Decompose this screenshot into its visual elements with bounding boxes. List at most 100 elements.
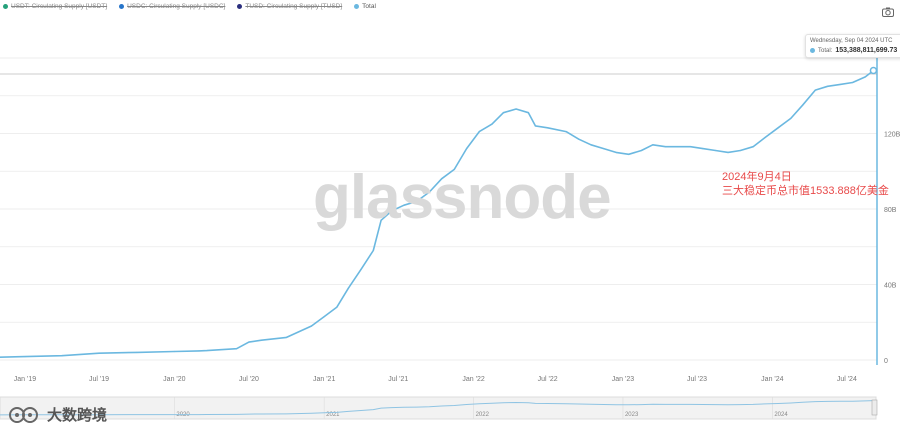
data-point [603,148,605,150]
data-point [428,191,430,193]
data-point [652,144,654,146]
tooltip: Wednesday, Sep 04 2024 UTC Total: 153,38… [805,34,900,58]
data-point [802,104,804,106]
navigator-label: 2021 [326,412,340,418]
data-point [391,210,393,212]
data-point [136,351,138,354]
x-tick-label: Jul '21 [388,376,408,383]
tooltip-label: Total: [818,47,833,54]
data-point [347,287,349,289]
navigator-label: 2024 [774,412,788,418]
legend-label-total: Total [362,3,376,10]
annotation-text: 三大稳定币总市值1533.888亿美金 [722,185,889,197]
x-tick-label: Jul '20 [239,376,259,383]
data-point [628,153,630,155]
data-point [839,83,841,86]
legend-dot-tusd [237,4,243,9]
navigator-label: 2022 [476,412,490,418]
data-point [98,352,100,354]
x-tick-label: Jul '24 [837,376,857,383]
data-point [727,151,729,153]
data-point [790,117,792,119]
data-point [615,151,617,153]
data-point [677,146,679,148]
data-point [689,146,692,148]
data-point [714,149,717,152]
data-point [235,348,238,350]
x-tick-label: Jan '24 [761,376,783,383]
grid [0,57,877,361]
legend-item-usdc[interactable]: USDC: Circulating Supply [USDC] [119,3,225,10]
legend-label-usdt: USDT: Circulating Supply [USDT] [11,3,108,10]
legend-item-total[interactable]: Total [354,3,376,10]
data-point [198,350,200,352]
legend-dot-usdt [3,4,8,9]
data-point [310,325,313,327]
tooltip-dot [810,48,815,53]
data-point [206,349,208,352]
x-axis-ticks: Jan '19 Jul '19 Jan '20 Jul '20 Jan '21 Jul '… [14,376,857,383]
x-tick-label: Jan '23 [612,376,634,383]
legend-item-usdt[interactable]: USDT: Circulating Supply [USDT] [3,3,107,10]
x-tick-label: Jan '22 [462,376,484,383]
data-point [827,85,829,87]
data-point [590,144,592,146]
camera-icon[interactable] [882,4,894,22]
data-point [24,356,26,358]
navigator[interactable] [0,396,877,420]
data-point [336,306,338,308]
watermark: glassnode [313,163,612,232]
data-point [61,355,63,357]
data-point [578,138,580,140]
data-point [702,148,704,150]
y-tick-label: 40B [884,283,897,290]
data-point [515,108,517,110]
logo-text: 大数跨境 [47,407,108,424]
logo: 大数跨境 [8,404,107,425]
legend-dot-total [354,4,360,9]
y-tick-label: 0 [884,358,888,365]
tooltip-date: Wednesday, Sep 04 2024 UTC [810,38,893,44]
tooltip-value: 153,388,811,699.73 [835,47,898,54]
hover-marker [869,66,878,75]
annotation: 2024年9月4日 三大稳定币总市值1533.888亿美金 [722,170,889,198]
x-tick-label: Jul '22 [538,376,558,383]
data-point [814,89,816,91]
legend-item-tusd[interactable]: TUSD: Circulating Supply [TUSD] [237,3,342,10]
data-point [260,339,263,341]
data-point [491,123,493,125]
data-point [502,112,505,114]
data-point [360,268,362,270]
data-point [416,200,418,203]
data-point [285,336,288,338]
legend: USDT: Circulating Supply [USDT] USDC: Ci… [3,3,376,10]
data-point [864,76,866,78]
data-point [372,249,374,252]
annotation-date: 2024年9月4日 [722,171,792,183]
x-tick-label: Jan '19 [14,376,36,383]
y-axis-ticks: 0 40B 80B 120B [884,132,900,366]
navigator-line [0,400,874,416]
data-point [565,131,567,133]
data-point [777,127,779,129]
data-point [466,148,468,150]
legend-label-usdc: USDC: Circulating Supply [USDC] [127,3,226,10]
data-point [547,127,549,129]
data-point [0,356,1,358]
x-tick-label: Jul '19 [89,376,109,383]
dashu-logo-icon [9,406,38,423]
legend-label-tusd: TUSD: Circulating Supply [TUSD] [245,3,343,10]
data-point [527,112,530,114]
x-tick-label: Jan '20 [163,376,185,383]
data-point [453,168,455,170]
data-point [441,178,443,180]
navigator-handle[interactable] [871,399,878,416]
data-point [739,149,742,152]
navigator-label: 2023 [625,412,639,418]
data-point [664,146,667,148]
x-tick-label: Jul '23 [687,376,707,383]
data-point [640,149,642,152]
y-tick-label: 80B [884,207,897,214]
data-point [248,341,250,343]
data-point [323,315,325,318]
